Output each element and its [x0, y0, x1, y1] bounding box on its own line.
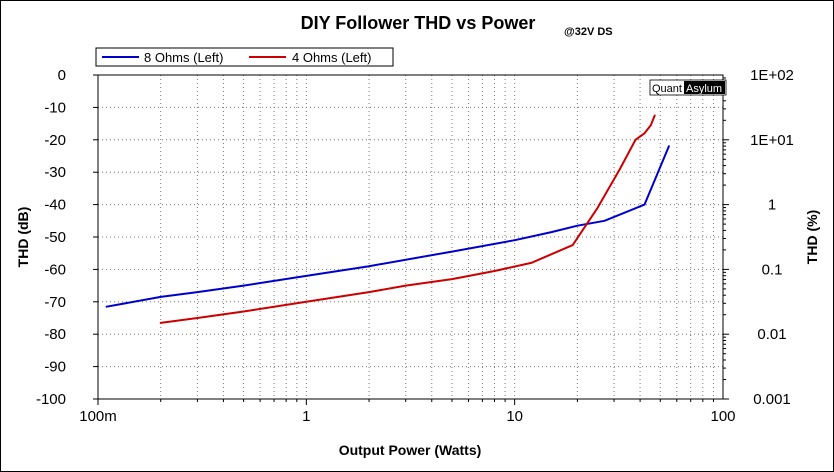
y2-tick-label: 1E+01 [750, 132, 794, 149]
y-tick-label: -80 [44, 326, 66, 343]
tick-marks [93, 74, 729, 405]
y-axis-label: THD (dB) [15, 207, 31, 268]
y2-axis-label: THD (%) [804, 210, 820, 264]
y-tick-label: -30 [44, 164, 66, 181]
y-tick-labels: 0 -10 -20 -30 -40 -50 -60 -70 -80 -90 -100 [36, 67, 66, 408]
series-layer [105, 114, 670, 324]
series-line-0 [105, 145, 670, 308]
y-tick-label: -10 [44, 99, 66, 116]
watermark-text-quant: Quant [652, 83, 682, 95]
series-line-1 [159, 114, 656, 324]
quantasylum-watermark: Quant Asylum [649, 79, 727, 96]
y-tick-label: -100 [36, 391, 66, 408]
x-tick-label: 100m [79, 408, 117, 425]
x-tick-label: 10 [506, 408, 523, 425]
x-tick-labels: 100m 1 10 100 [79, 408, 735, 425]
y-tick-label: -40 [44, 197, 66, 214]
x-tick-label: 100 [710, 408, 735, 425]
y2-tick-label: 0.001 [753, 391, 791, 408]
y2-tick-label: 0.01 [757, 326, 786, 343]
y-tick-label: -20 [44, 132, 66, 149]
chart-title: DIY Follower THD vs Power [301, 13, 536, 33]
y2-tick-labels: 1E+02 1E+01 1 0.1 0.01 0.001 [750, 67, 794, 408]
legend-label-8-ohms: 8 Ohms (Left) [144, 50, 223, 65]
y2-tick-label: 1E+02 [750, 67, 794, 84]
legend-box [95, 47, 394, 67]
y2-tick-label: 1 [768, 197, 776, 214]
watermark-dark-box [684, 81, 725, 94]
legend: 8 Ohms (Left) 4 Ohms (Left) [95, 47, 394, 67]
y-tick-label: -50 [44, 229, 66, 246]
y-tick-label: -60 [44, 261, 66, 278]
grid [98, 75, 723, 399]
watermark-text-asylum: Asylum [686, 83, 722, 95]
legend-label-4-ohms: 4 Ohms (Left) [292, 50, 371, 65]
y2-tick-label: 0.1 [762, 261, 783, 278]
chart-subtitle: @32V DS [564, 26, 613, 38]
y-tick-label: -70 [44, 294, 66, 311]
x-tick-label: 1 [302, 408, 310, 425]
y-tick-label: 0 [58, 67, 66, 84]
x-axis-label: Output Power (Watts) [339, 442, 482, 458]
y-tick-label: -90 [44, 359, 66, 376]
